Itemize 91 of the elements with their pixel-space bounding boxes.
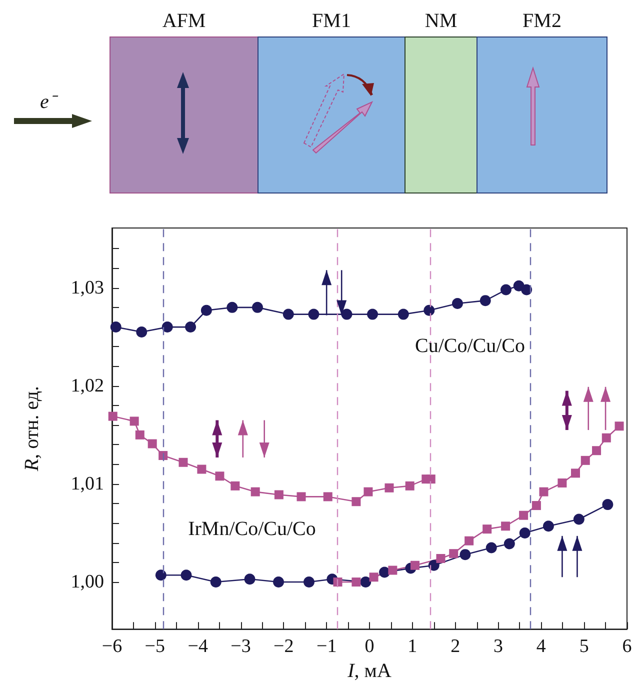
point	[542, 520, 554, 532]
point	[521, 284, 532, 296]
point	[341, 308, 352, 320]
point	[110, 322, 122, 333]
point	[424, 304, 435, 316]
point	[162, 322, 173, 333]
point	[244, 574, 256, 585]
point	[155, 570, 166, 581]
x-tick-label: 2	[450, 636, 460, 658]
point	[388, 566, 398, 575]
point	[352, 497, 361, 506]
x-tick-label: 1	[408, 636, 418, 658]
x-tick-label: −4	[188, 636, 208, 658]
point	[602, 433, 611, 442]
point	[197, 464, 206, 474]
x-tick-label: 6	[622, 636, 632, 658]
point	[308, 308, 320, 320]
point	[592, 446, 602, 456]
point	[410, 560, 420, 570]
text: e⁻	[40, 91, 59, 113]
point	[532, 501, 541, 510]
point	[464, 536, 474, 546]
point	[504, 538, 515, 550]
point	[398, 308, 409, 320]
point	[501, 522, 510, 531]
point	[482, 524, 492, 534]
point	[571, 468, 580, 478]
x-tick-label: 3	[494, 636, 503, 658]
point	[580, 456, 590, 465]
point	[460, 549, 471, 560]
point	[158, 451, 168, 460]
point	[323, 492, 332, 502]
point	[296, 492, 306, 502]
point	[252, 302, 263, 313]
y-tick-label: 1,00	[70, 572, 104, 593]
point	[614, 422, 624, 431]
point	[602, 499, 614, 510]
point	[486, 542, 497, 554]
x-tick-label: −5	[144, 636, 166, 658]
point	[130, 416, 139, 426]
point	[274, 490, 284, 500]
point	[185, 322, 196, 333]
x-tick-label: 0	[364, 636, 374, 658]
point	[226, 302, 238, 313]
point	[367, 308, 378, 320]
x-tick-label: 5	[579, 636, 589, 658]
x-tick-label: −3	[230, 636, 251, 658]
point	[369, 572, 378, 582]
point	[135, 430, 144, 440]
x-tick-label: −2	[274, 636, 294, 658]
y-tick-label: 1,02	[70, 375, 104, 396]
point	[360, 576, 372, 588]
point	[210, 576, 222, 588]
x-axis-title: I, мА	[346, 660, 392, 682]
annotation: Cu/Co/Cu/Co	[414, 335, 526, 357]
y-tick-label: 1,03	[70, 277, 104, 298]
point	[200, 304, 212, 316]
point	[452, 298, 463, 310]
point	[215, 472, 224, 481]
point	[519, 510, 528, 520]
point	[436, 554, 446, 563]
x-tick-label: 4	[536, 636, 546, 658]
point	[558, 478, 567, 488]
point	[426, 474, 436, 484]
point	[178, 458, 188, 467]
point	[230, 481, 240, 490]
y-axis-title: R, отн. ед.	[21, 386, 43, 472]
point	[519, 527, 530, 538]
annotation: IrMn/Co/Cu/Co	[188, 518, 316, 540]
point	[480, 295, 491, 306]
point	[500, 284, 512, 296]
point	[273, 576, 284, 588]
point	[539, 487, 548, 496]
layer-diagram: AFM FM1 NM FM2	[110, 10, 608, 194]
x-tick-label: −1	[316, 636, 337, 658]
point	[573, 514, 584, 525]
y-tick-label: 1,01	[70, 473, 104, 494]
point	[304, 576, 314, 588]
point	[333, 578, 342, 587]
point	[364, 487, 373, 496]
point	[384, 483, 394, 492]
point	[108, 412, 118, 421]
point	[148, 439, 157, 448]
point	[352, 578, 361, 587]
point	[180, 570, 192, 581]
point	[449, 549, 458, 558]
point	[250, 487, 260, 496]
x-tick-label: −6	[102, 636, 122, 658]
point	[136, 326, 148, 338]
point	[282, 308, 294, 320]
point	[405, 481, 414, 490]
